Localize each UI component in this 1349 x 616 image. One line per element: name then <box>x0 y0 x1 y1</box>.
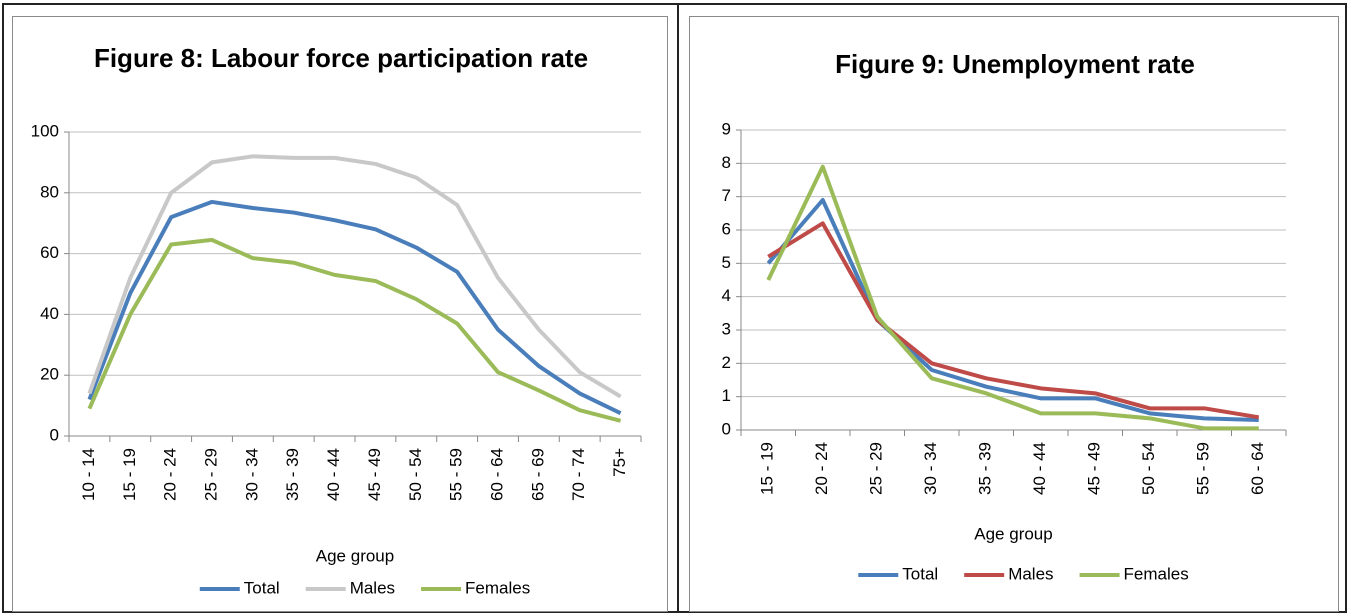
y-tick-label: 2 <box>722 353 731 372</box>
x-tick-label: 40 - 44 <box>1030 442 1049 495</box>
y-tick-label: 6 <box>722 219 731 238</box>
y-tick-label: 9 <box>722 119 731 138</box>
x-tick-label: 45 - 49 <box>1085 442 1104 495</box>
legend-label: Males <box>350 578 395 597</box>
x-tick-label: 30 - 34 <box>921 442 940 495</box>
x-tick-label: 20 - 24 <box>161 448 180 501</box>
x-tick-label: 30 - 34 <box>242 448 261 501</box>
series-line <box>767 221 1260 420</box>
chart: 0 1 2 3 4 5 6 7 8 9 15 - 19 20 - 24 25 - 29 30 - 34 35… <box>689 16 1339 612</box>
y-tick-label: 8 <box>722 153 731 172</box>
x-tick-label: 60 - 64 <box>1248 442 1267 495</box>
series-line <box>87 237 622 423</box>
legend-label: Females <box>465 578 530 597</box>
x-tick-label: 70 - 74 <box>569 448 588 501</box>
x-tick-label: 35 - 39 <box>283 448 302 501</box>
x-tick-label: 15 - 19 <box>120 448 139 501</box>
series-line <box>766 164 1259 431</box>
y-tick-label: 3 <box>722 319 731 338</box>
chart-title: Figure 9: Unemployment rate <box>835 49 1195 79</box>
chart-title: Figure 8: Labour force participation rat… <box>93 43 589 73</box>
y-tick-label: 100 <box>31 121 59 140</box>
y-tick-label: 20 <box>40 365 59 384</box>
x-tick-label: 25 - 29 <box>201 448 220 501</box>
y-tick-label: 80 <box>40 182 59 201</box>
x-tick-label: 20 - 24 <box>812 442 831 495</box>
x-tick-label: 55 - 59 <box>1194 442 1213 495</box>
x-tick-label: 35 - 39 <box>976 442 995 495</box>
series-line <box>87 154 622 399</box>
y-tick-label: 40 <box>40 304 59 323</box>
legend-label: Males <box>1008 564 1053 583</box>
x-tick-label: 10 - 14 <box>79 448 98 501</box>
legend-label: Females <box>1124 564 1189 583</box>
y-tick-label: 0 <box>722 419 731 438</box>
x-tick-label: 50 - 54 <box>1139 442 1158 495</box>
x-axis-label: Age group <box>316 546 394 565</box>
x-tick-label: 40 - 44 <box>324 448 343 501</box>
x-tick-label: 50 - 54 <box>406 448 425 501</box>
legend-label: Total <box>244 578 280 597</box>
y-tick-label: 1 <box>722 386 731 405</box>
y-tick-label: 5 <box>722 253 731 272</box>
y-tick-label: 4 <box>722 286 731 305</box>
x-tick-label: 45 - 49 <box>365 448 384 501</box>
y-tick-label: 7 <box>722 186 731 205</box>
table-cell <box>677 3 1347 613</box>
x-tick-label: 60 - 64 <box>487 448 506 501</box>
y-tick-label: 60 <box>40 243 59 262</box>
x-axis-label: Age group <box>974 524 1052 543</box>
x-tick-label: 55 - 59 <box>447 448 466 501</box>
series-line <box>87 199 622 416</box>
chart-svg: 0 1 2 3 4 5 6 7 8 9 15 - 19 20 - 24 25 - 29 30 - 34 35… <box>722 119 1287 583</box>
x-tick-label: 75+ <box>610 448 629 477</box>
series-line <box>766 198 1259 422</box>
x-tick-label: 25 - 29 <box>867 442 886 495</box>
x-tick-label: 15 - 19 <box>758 442 777 495</box>
chart-svg: 0 20 40 60 80 100 10 - 14 15 - 19 20 - 24 25 - 29… <box>31 121 642 597</box>
y-tick-label: 0 <box>50 425 59 444</box>
legend-label: Total <box>902 564 938 583</box>
chart: 0 20 40 60 80 100 10 - 14 15 - 19 20 - 24 25 - 29… <box>12 16 668 612</box>
x-tick-label: 65 - 69 <box>528 448 547 501</box>
